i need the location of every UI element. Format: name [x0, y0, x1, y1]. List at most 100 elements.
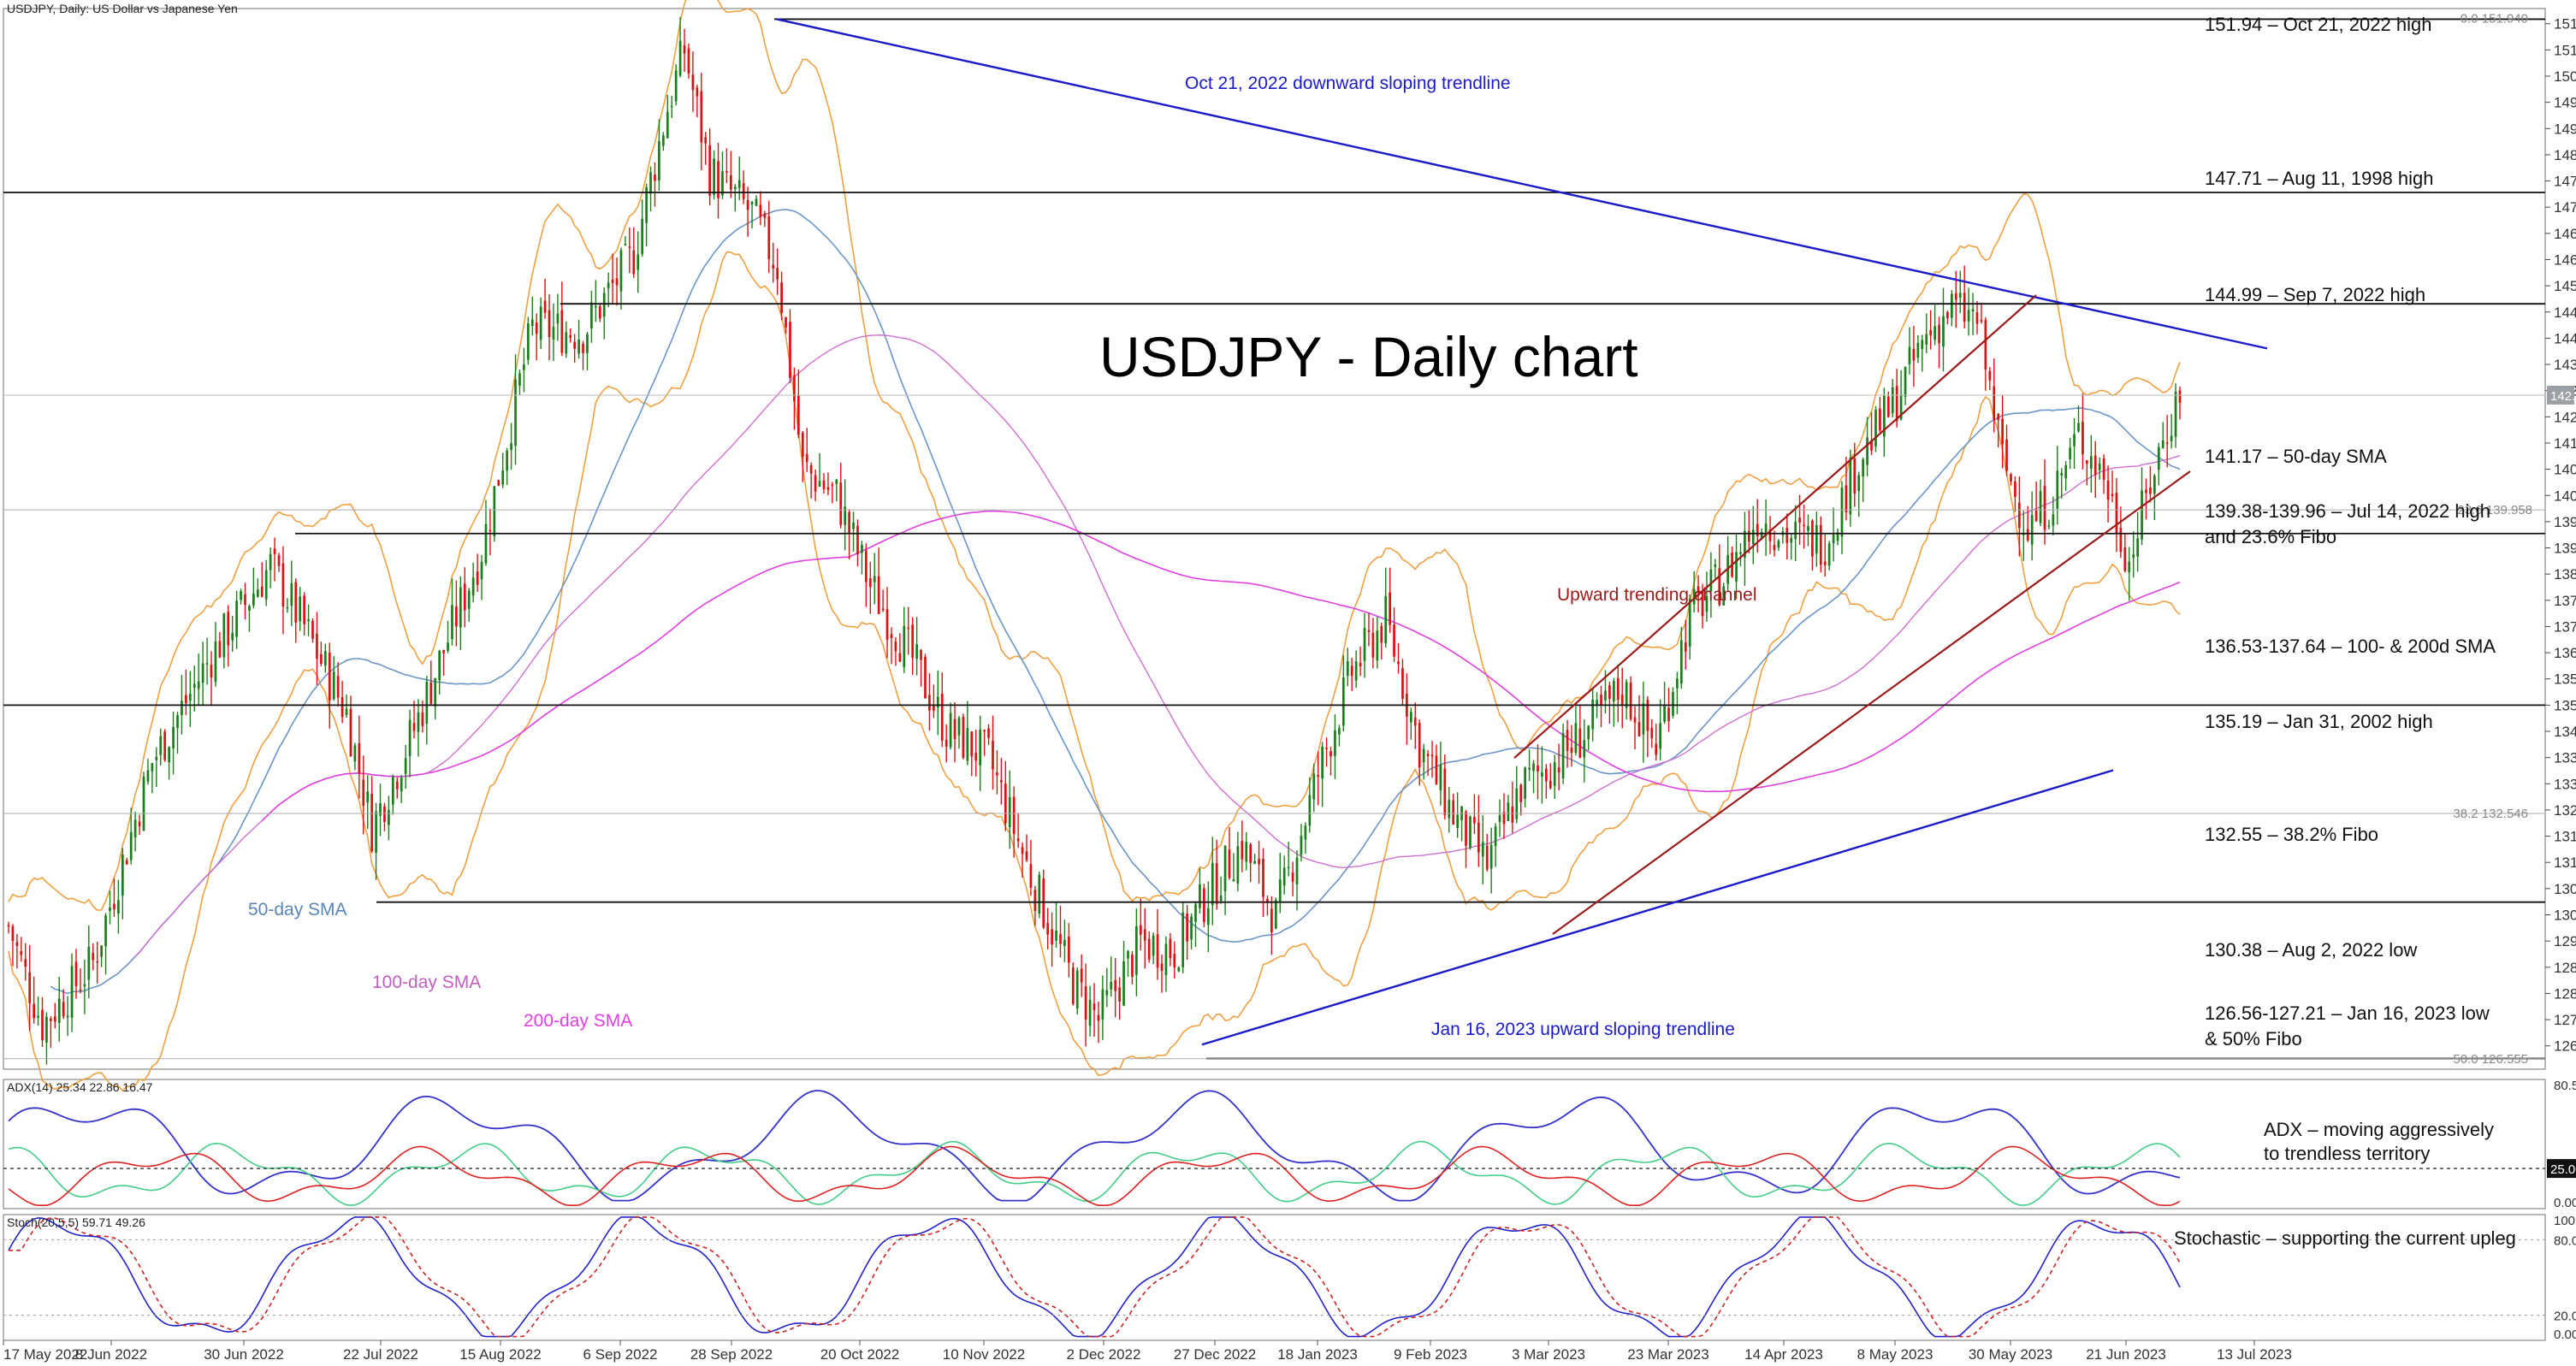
candle-body: [1553, 762, 1556, 786]
candle-body: [1946, 312, 1949, 319]
candle-body: [957, 718, 961, 736]
candle-body: [814, 475, 817, 492]
candle-body: [920, 649, 922, 660]
candle-body: [459, 587, 462, 628]
candle-body: [2030, 515, 2034, 545]
y-tick-label: 144.790: [2554, 305, 2576, 321]
fibo-label: 50.0 126.555: [2453, 1052, 2528, 1067]
candle-body: [1274, 900, 1277, 929]
x-tick-label: 22 Jul 2022: [343, 1346, 418, 1363]
y-tick-label: 127.510: [2554, 1012, 2576, 1028]
candle-body: [320, 653, 323, 665]
candle-body: [1004, 784, 1007, 824]
candle-body: [188, 694, 192, 701]
candle-body: [696, 87, 699, 97]
candle-body: [412, 723, 416, 731]
candle-body: [1980, 320, 1983, 322]
candle-body: [210, 665, 213, 678]
minus-di-line: [8, 1145, 2181, 1206]
candle-body: [1359, 662, 1362, 667]
candle-body: [1131, 954, 1134, 977]
candle-body: [1422, 748, 1425, 763]
adx-tick-label: 80.51: [2554, 1079, 2576, 1093]
candle-body: [117, 900, 120, 914]
candle-body: [1845, 485, 1848, 512]
candle-body: [1473, 817, 1476, 824]
candle-body: [594, 305, 597, 308]
candle-body: [1600, 694, 1602, 706]
candle-body: [506, 450, 509, 471]
candle-body: [1827, 543, 1831, 566]
candle-body: [1338, 728, 1341, 735]
y-tick-label: 149.270: [2554, 121, 2576, 137]
candle-body: [109, 908, 111, 911]
candle-body: [945, 739, 948, 747]
candle-body: [1612, 681, 1615, 701]
candle-body: [1883, 394, 1886, 437]
candle-body: [79, 989, 82, 991]
candle-body: [1511, 806, 1514, 823]
candle-body: [2174, 391, 2177, 437]
candle-body: [1215, 863, 1218, 904]
candle-body: [2077, 423, 2080, 432]
candle-body: [451, 605, 453, 640]
candle-body: [383, 806, 386, 823]
candle-body: [1751, 529, 1755, 545]
candle-body: [1055, 930, 1057, 941]
candle-body: [1097, 1014, 1100, 1021]
x-tick-label: 23 Mar 2023: [1627, 1346, 1708, 1363]
candle-body: [725, 171, 728, 173]
candle-body: [1494, 826, 1497, 847]
y-tick-label: 138.390: [2554, 566, 2576, 582]
candle-body: [1426, 754, 1430, 756]
candle-body: [1186, 913, 1188, 942]
candle-body: [201, 663, 204, 683]
candle-body: [421, 712, 424, 726]
y-tick-label: 150.550: [2554, 68, 2576, 85]
candle-body: [1439, 765, 1442, 790]
candle-body: [92, 952, 95, 961]
candle-body: [1773, 545, 1776, 551]
candle-body: [907, 627, 910, 630]
candle-body: [1904, 366, 1907, 398]
candle-body: [953, 718, 956, 740]
candle-body: [1879, 408, 1881, 431]
candle-body: [2157, 446, 2160, 470]
candle-body: [1650, 727, 1654, 739]
candle-body: [252, 593, 255, 606]
candle-body: [7, 925, 10, 927]
candle-body: [1485, 845, 1489, 870]
candle-body: [1777, 541, 1780, 548]
candle-body: [1465, 811, 1467, 846]
candle-body: [700, 91, 703, 143]
y-tick-label: 140.950: [2554, 462, 2576, 478]
candle-body: [1241, 840, 1244, 860]
candle-body: [28, 972, 32, 1003]
candle-body: [2098, 463, 2101, 470]
candle-body: [586, 334, 589, 353]
candle-body: [624, 244, 627, 245]
sma50-annotation: 50-day SMA: [248, 900, 347, 920]
candle-body: [1823, 561, 1827, 565]
candle-body: [552, 326, 555, 340]
candle-body: [1334, 730, 1336, 756]
candle-body: [1393, 624, 1395, 657]
candle-body: [1430, 754, 1434, 757]
candle-body: [1270, 908, 1273, 933]
candle-body: [717, 161, 720, 198]
candle-body: [839, 482, 843, 525]
x-tick-label: 17 May 2022: [3, 1346, 87, 1363]
candle-body: [1832, 535, 1835, 544]
candle-body: [1688, 599, 1691, 647]
candle-body: [408, 719, 412, 756]
candle-body: [163, 731, 167, 760]
candle-body: [987, 728, 990, 738]
candle-body: [1452, 800, 1455, 825]
candle-body: [607, 282, 610, 289]
y-tick-label: 137.110: [2554, 618, 2576, 635]
candle-body: [708, 145, 712, 196]
candle-body: [205, 663, 209, 665]
candle-body: [560, 310, 564, 353]
candle-body: [1988, 370, 1992, 381]
candle-body: [1874, 410, 1877, 446]
